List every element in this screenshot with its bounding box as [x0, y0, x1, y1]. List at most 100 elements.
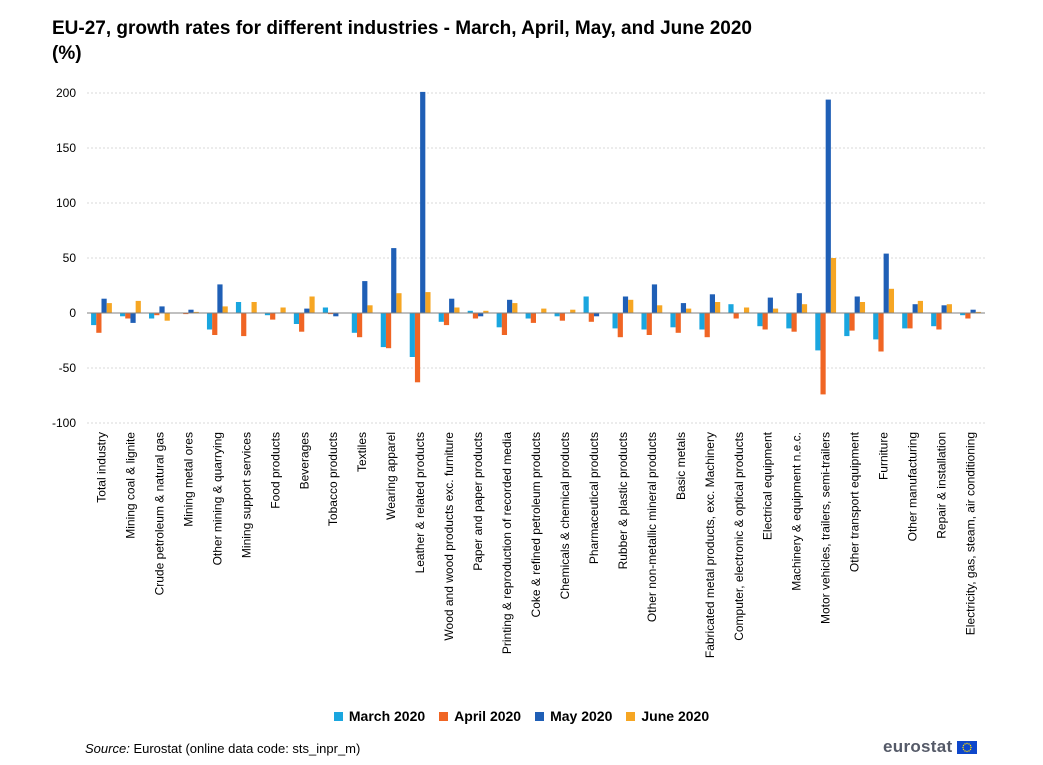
- legend-label-april: April 2020: [454, 708, 522, 724]
- x-tick-label: Repair & installation: [935, 432, 949, 539]
- x-tick-label: Computer, electronic & optical products: [732, 432, 746, 641]
- bar: [583, 296, 589, 313]
- x-tick-label: Other transport equipment: [848, 431, 862, 572]
- bar: [101, 298, 107, 313]
- bar: [304, 308, 310, 313]
- bar: [888, 288, 895, 313]
- bar: [970, 309, 976, 313]
- bar: [125, 313, 131, 319]
- bar: [414, 313, 421, 383]
- bar: [844, 313, 850, 337]
- bar: [159, 306, 165, 313]
- bar: [149, 313, 155, 319]
- bar: [762, 313, 768, 330]
- x-tick-label: Total industry: [94, 432, 108, 503]
- y-tick-label: -50: [59, 361, 77, 375]
- bar: [628, 299, 634, 313]
- bar: [120, 313, 126, 317]
- bar: [501, 313, 508, 335]
- x-tick-label: Mining support services: [239, 432, 253, 558]
- bar: [854, 296, 860, 313]
- bar: [293, 313, 300, 324]
- bar: [796, 293, 802, 313]
- bar: [235, 302, 242, 313]
- y-tick-label: 100: [56, 196, 76, 210]
- bar: [786, 313, 792, 329]
- x-tick-label: Other manufacturing: [906, 432, 920, 541]
- x-tick-label: Food products: [268, 432, 282, 509]
- bar: [830, 258, 837, 313]
- bar: [420, 91, 426, 314]
- y-tick-label: 150: [56, 141, 76, 155]
- legend-swatch-june: [626, 711, 636, 721]
- eurostat-logo: eurostat: [883, 737, 978, 757]
- bar: [183, 313, 189, 315]
- bar: [106, 303, 112, 313]
- bar: [299, 313, 305, 332]
- y-tick-label: 200: [56, 86, 76, 100]
- bar: [154, 313, 160, 316]
- chart-subtitle: (%): [52, 43, 82, 64]
- x-tick-label: Other mining & quarrying: [210, 432, 224, 565]
- source-text: Eurostat (online data code: sts_inpr_m): [133, 741, 361, 756]
- bar: [733, 313, 739, 319]
- bar: [757, 313, 763, 327]
- bar: [193, 311, 199, 313]
- bar: [622, 296, 629, 313]
- bar: [825, 99, 831, 313]
- bar: [651, 284, 658, 313]
- bar: [883, 253, 889, 313]
- bar: [907, 313, 913, 329]
- bar: [815, 313, 821, 351]
- legend-swatch-march: [333, 711, 343, 721]
- bar: [483, 310, 489, 313]
- bar-chart: -100 -50 0 50 100 150 200 Total industry Mining …: [52, 86, 985, 658]
- bar: [443, 313, 450, 326]
- chart-legend: March 2020 April 2020 May 2020 June 2020: [0, 708, 1043, 724]
- chart-title: EU-27, growth rates for different indust…: [52, 18, 752, 39]
- x-tick-label: Textiles: [355, 432, 369, 472]
- x-tick-label: Mining metal ores: [181, 432, 195, 527]
- bar: [525, 313, 531, 319]
- bar: [449, 298, 455, 313]
- bar: [328, 313, 334, 315]
- bar: [791, 313, 797, 332]
- bar: [409, 313, 415, 357]
- bar: [280, 307, 286, 313]
- bar: [680, 303, 687, 313]
- bar: [912, 304, 918, 313]
- bar: [130, 313, 136, 323]
- bar: [391, 248, 397, 313]
- bar: [743, 307, 750, 313]
- bar: [96, 313, 102, 333]
- bar: [570, 309, 576, 313]
- y-tick-label: 0: [69, 306, 76, 320]
- legend-swatch-april: [439, 711, 449, 721]
- bar: [241, 313, 247, 337]
- bar: [588, 313, 594, 322]
- x-tick-label: Motor vehicles, trailers, semi-trailers: [819, 432, 833, 624]
- eu-flag-icon: [957, 740, 978, 754]
- x-tick-label: Chemicals & chemical products: [558, 432, 572, 599]
- bar: [849, 313, 855, 331]
- bar: [559, 313, 565, 321]
- bar: [507, 299, 513, 313]
- bar: [206, 313, 213, 330]
- bar: [728, 304, 734, 313]
- bar: [222, 306, 228, 313]
- x-tick-label: Machinery & equipment n.e.c.: [790, 432, 804, 591]
- bar: [425, 292, 431, 313]
- bar: [530, 313, 536, 323]
- legend-label-march: March 2020: [348, 708, 426, 724]
- bar: [686, 308, 692, 313]
- bar: [541, 308, 547, 313]
- bar: [270, 313, 276, 320]
- bar: [396, 293, 402, 313]
- x-tick-label: Pharmaceutical products: [587, 432, 601, 564]
- x-tick-label: Leather & related products: [413, 432, 427, 573]
- bar: [351, 313, 357, 333]
- bar: [380, 313, 386, 348]
- source-note: Source: Eurostat (online data code: sts_…: [85, 741, 360, 756]
- bar: [188, 309, 194, 313]
- bar: [593, 313, 600, 317]
